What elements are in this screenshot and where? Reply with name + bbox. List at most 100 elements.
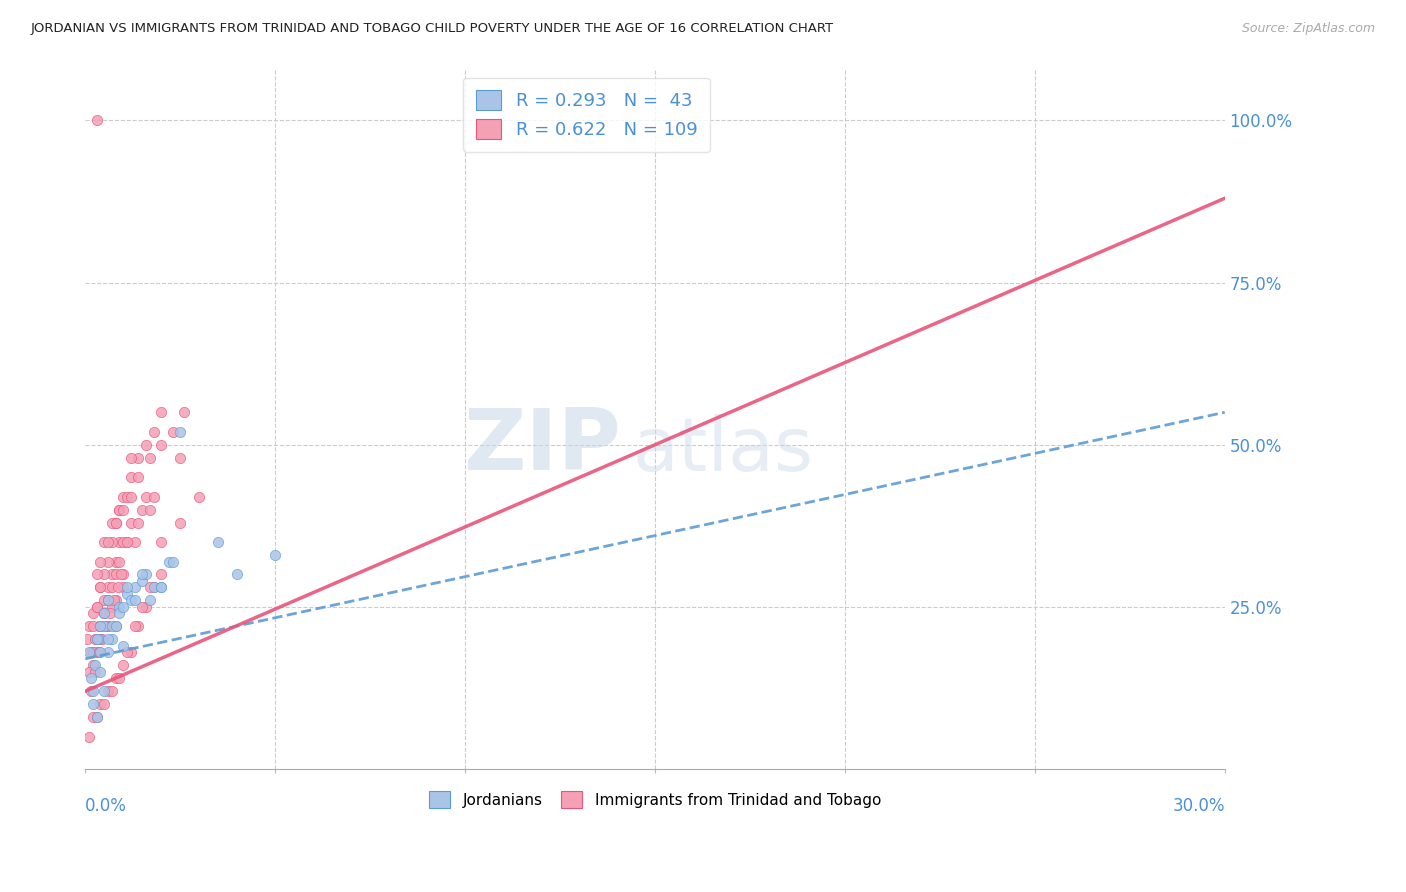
Point <box>101 684 124 698</box>
Point <box>80 671 103 685</box>
Point <box>135 599 157 614</box>
Point <box>93 535 115 549</box>
Point <box>127 516 149 530</box>
Point <box>82 607 104 621</box>
Point <box>89 581 111 595</box>
Point <box>82 697 104 711</box>
Point <box>93 607 115 621</box>
Point <box>207 535 229 549</box>
Text: JORDANIAN VS IMMIGRANTS FROM TRINIDAD AND TOBAGO CHILD POVERTY UNDER THE AGE OF : JORDANIAN VS IMMIGRANTS FROM TRINIDAD AN… <box>31 22 834 36</box>
Point <box>150 438 173 452</box>
Point <box>82 645 104 659</box>
Point <box>169 425 191 439</box>
Point <box>131 574 153 588</box>
Point <box>142 581 165 595</box>
Text: atlas: atlas <box>633 414 813 487</box>
Point <box>82 619 104 633</box>
Point <box>115 490 138 504</box>
Point <box>101 516 124 530</box>
Point <box>101 619 124 633</box>
Point <box>108 502 131 516</box>
Point <box>135 438 157 452</box>
Point <box>115 535 138 549</box>
Point <box>89 581 111 595</box>
Point <box>104 619 127 633</box>
Point <box>112 639 135 653</box>
Point <box>139 593 162 607</box>
Point <box>112 658 135 673</box>
Point <box>115 535 138 549</box>
Point <box>108 502 131 516</box>
Point <box>89 554 111 568</box>
Point <box>139 450 162 465</box>
Point <box>82 710 104 724</box>
Point <box>83 632 105 647</box>
Point <box>86 632 108 647</box>
Point <box>93 697 115 711</box>
Point <box>131 502 153 516</box>
Point <box>110 567 132 582</box>
Point <box>86 710 108 724</box>
Point <box>77 645 100 659</box>
Point <box>169 516 191 530</box>
Legend: Jordanians, Immigrants from Trinidad and Tobago: Jordanians, Immigrants from Trinidad and… <box>423 785 887 814</box>
Point <box>112 599 135 614</box>
Point <box>97 581 120 595</box>
Text: Source: ZipAtlas.com: Source: ZipAtlas.com <box>1241 22 1375 36</box>
Point <box>86 632 108 647</box>
Point <box>120 516 142 530</box>
Point <box>108 554 131 568</box>
Point <box>112 535 135 549</box>
Point <box>97 535 120 549</box>
Point <box>101 632 124 647</box>
Point <box>115 581 138 595</box>
Point <box>80 645 103 659</box>
Point <box>101 535 124 549</box>
Point <box>89 632 111 647</box>
Point <box>93 567 115 582</box>
Point <box>87 619 110 633</box>
Point <box>124 535 146 549</box>
Point <box>112 567 135 582</box>
Point <box>157 554 180 568</box>
Point <box>115 587 138 601</box>
Point <box>103 593 125 607</box>
Point <box>264 548 287 562</box>
Point <box>77 730 100 744</box>
Point <box>86 567 108 582</box>
Point <box>97 593 120 607</box>
Point <box>77 665 100 679</box>
Point <box>108 607 131 621</box>
Point <box>127 470 149 484</box>
Point <box>120 645 142 659</box>
Point <box>97 593 120 607</box>
Point <box>104 567 127 582</box>
Point <box>142 425 165 439</box>
Point <box>120 490 142 504</box>
Point <box>124 581 146 595</box>
Point <box>97 645 120 659</box>
Point <box>86 645 108 659</box>
Point <box>93 593 115 607</box>
Point <box>150 405 173 419</box>
Point <box>93 607 115 621</box>
Text: ZIP: ZIP <box>463 405 621 488</box>
Point <box>104 671 127 685</box>
Point <box>150 581 173 595</box>
Point <box>104 516 127 530</box>
Point <box>97 632 120 647</box>
Point <box>89 619 111 633</box>
Point <box>93 607 115 621</box>
Point <box>169 450 191 465</box>
Point <box>108 671 131 685</box>
Point <box>124 593 146 607</box>
Point <box>104 619 127 633</box>
Point <box>150 535 173 549</box>
Point <box>86 710 108 724</box>
Point <box>83 658 105 673</box>
Point <box>150 581 173 595</box>
Point <box>93 619 115 633</box>
Point <box>97 619 120 633</box>
Point <box>104 554 127 568</box>
Point <box>89 697 111 711</box>
